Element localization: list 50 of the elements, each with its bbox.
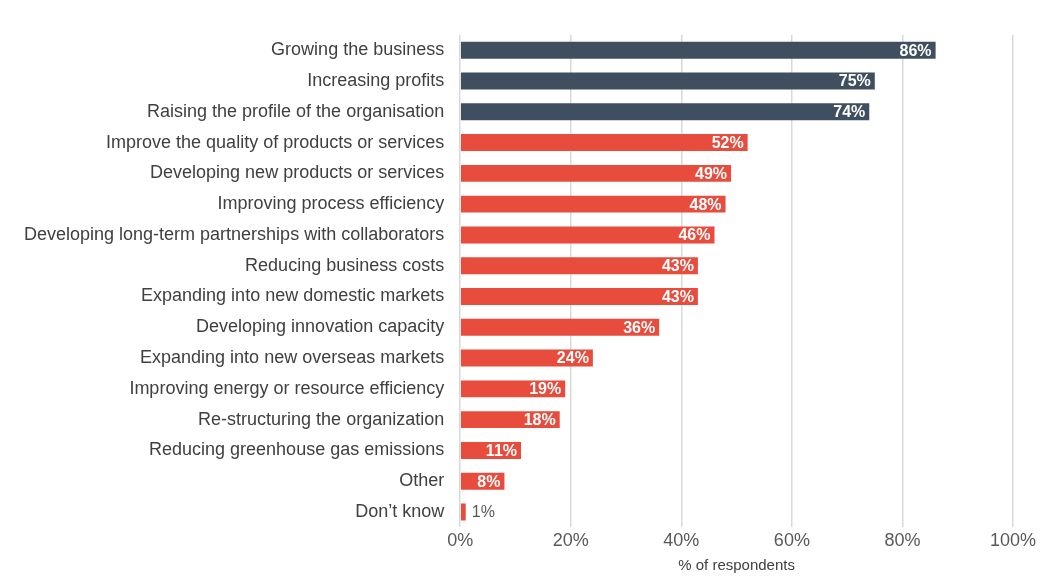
data-label: 19% [529, 380, 562, 398]
y-tick-label: Expanding into new overseas markets [140, 347, 445, 368]
bar [460, 164, 732, 182]
y-tick-label: Expanding into new domestic markets [141, 285, 445, 306]
x-tick-label: 0% [447, 530, 474, 551]
bar [460, 103, 870, 121]
y-tick-label: Growing the business [271, 39, 445, 60]
y-tick-label: Developing long-term partnerships with collaborators [23, 223, 445, 244]
bar [460, 226, 715, 244]
data-label: 1% [471, 503, 495, 521]
data-label: 43% [661, 287, 694, 305]
bar [460, 41, 936, 59]
data-label: 75% [838, 72, 871, 90]
bar [460, 134, 748, 152]
y-tick-label: Developing new products or services [150, 162, 445, 183]
bar [460, 72, 875, 90]
y-tick-label: Don’t know [355, 500, 446, 521]
x-tick-label: 20% [552, 530, 589, 551]
y-tick-label: Improving energy or resource efficiency [129, 377, 445, 398]
x-tick-label: 80% [884, 530, 921, 551]
data-label: 43% [661, 257, 694, 275]
bar [460, 318, 660, 336]
y-tick-label: Improve the quality of products or services [106, 131, 445, 152]
data-label: 49% [695, 164, 728, 182]
x-tick-label: 100% [989, 530, 1037, 551]
data-label: 46% [678, 226, 711, 244]
y-tick-label: Reducing greenhouse gas emissions [149, 439, 445, 460]
bar [460, 503, 466, 521]
y-tick-label: Developing innovation capacity [196, 316, 445, 337]
y-tick-label: Other [399, 470, 445, 491]
data-label: 24% [556, 349, 589, 367]
data-label: 86% [899, 41, 932, 59]
data-label: 11% [485, 441, 518, 459]
data-label: 36% [623, 318, 656, 336]
y-tick-label: Re-structuring the organization [198, 408, 445, 429]
x-axis-title: % of respondents [678, 556, 795, 574]
data-label: 8% [477, 472, 501, 490]
data-label: 18% [523, 411, 556, 429]
data-label: 74% [833, 103, 866, 121]
bar [460, 195, 726, 213]
y-tick-label: Reducing business costs [245, 254, 445, 275]
data-label: 48% [689, 195, 722, 213]
y-tick-label: Raising the profile of the organisation [147, 100, 445, 121]
bar [460, 257, 698, 275]
y-tick-label: Increasing profits [307, 69, 445, 90]
x-tick-label: 60% [773, 530, 810, 551]
x-tick-label: 40% [663, 530, 700, 551]
bar [460, 288, 698, 305]
y-tick-label: Improving process efficiency [217, 193, 445, 214]
data-label: 52% [711, 133, 744, 151]
